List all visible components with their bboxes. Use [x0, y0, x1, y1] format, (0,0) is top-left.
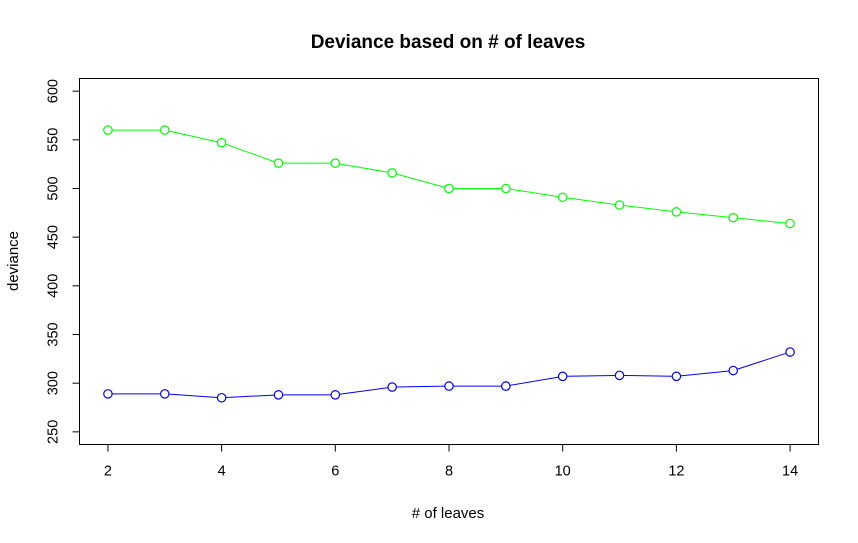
data-point [444, 381, 454, 391]
data-point [330, 390, 341, 400]
x-tick-label: 14 [782, 464, 798, 480]
series-segment [225, 394, 275, 399]
x-tick-label: 6 [331, 464, 339, 480]
x-tick-label: 10 [555, 464, 571, 480]
series-segment [566, 197, 616, 205]
data-point [330, 158, 341, 168]
x-axis: 2 4 6 8 10 12 14 [104, 444, 798, 480]
data-point [557, 371, 568, 382]
x-tick-label: 12 [668, 464, 684, 480]
series-segment [737, 352, 787, 370]
y-tick-label: 600 [46, 79, 62, 103]
data-point [728, 212, 739, 223]
y-axis: 250 300 350 400 450 500 550 600 [46, 79, 80, 444]
y-axis-label: deviance [5, 231, 22, 291]
series-1 [103, 125, 795, 229]
x-tick-label: 4 [218, 464, 226, 480]
data-point [785, 347, 795, 357]
series-segment [509, 188, 559, 198]
y-tick-label: 300 [46, 371, 62, 395]
series-segment [623, 205, 673, 212]
series-segment [225, 143, 275, 163]
chart-title: Deviance based on # of leaves [311, 32, 586, 53]
series-layer [103, 125, 795, 403]
data-point [216, 137, 227, 148]
series-segment [680, 211, 730, 218]
series-segment [623, 374, 673, 377]
data-point [159, 389, 170, 399]
data-point [614, 200, 625, 210]
y-tick-label: 450 [46, 225, 62, 249]
series-segment [168, 393, 218, 398]
data-point [671, 207, 682, 217]
series-2 [103, 347, 795, 403]
series-segment [680, 370, 730, 377]
data-point [557, 192, 568, 203]
series-segment [168, 130, 218, 143]
series-segment [737, 217, 786, 224]
y-tick-label: 350 [46, 322, 62, 346]
data-point [501, 381, 511, 391]
data-point [273, 158, 284, 168]
data-point [387, 168, 397, 178]
series-segment [396, 385, 445, 388]
x-axis-label: # of leaves [412, 505, 485, 522]
data-point [103, 125, 113, 135]
series-segment [566, 374, 616, 377]
y-tick-label: 250 [46, 420, 62, 444]
data-point [614, 370, 625, 381]
data-point [444, 183, 454, 194]
data-point [387, 382, 397, 392]
data-point [216, 392, 227, 403]
data-point [671, 371, 682, 382]
data-point [728, 365, 739, 376]
x-tick-label: 8 [445, 464, 453, 480]
y-tick-label: 400 [46, 274, 62, 298]
y-tick-label: 500 [46, 176, 62, 200]
data-point [273, 390, 284, 400]
data-point [785, 218, 795, 229]
series-segment [339, 163, 389, 173]
series-segment [339, 387, 389, 395]
data-point [103, 389, 113, 399]
series-segment [509, 376, 559, 386]
data-point [501, 183, 511, 194]
x-tick-label: 2 [104, 464, 112, 480]
y-tick-label: 550 [46, 128, 62, 152]
series-segment [396, 173, 446, 188]
data-point [159, 125, 170, 135]
